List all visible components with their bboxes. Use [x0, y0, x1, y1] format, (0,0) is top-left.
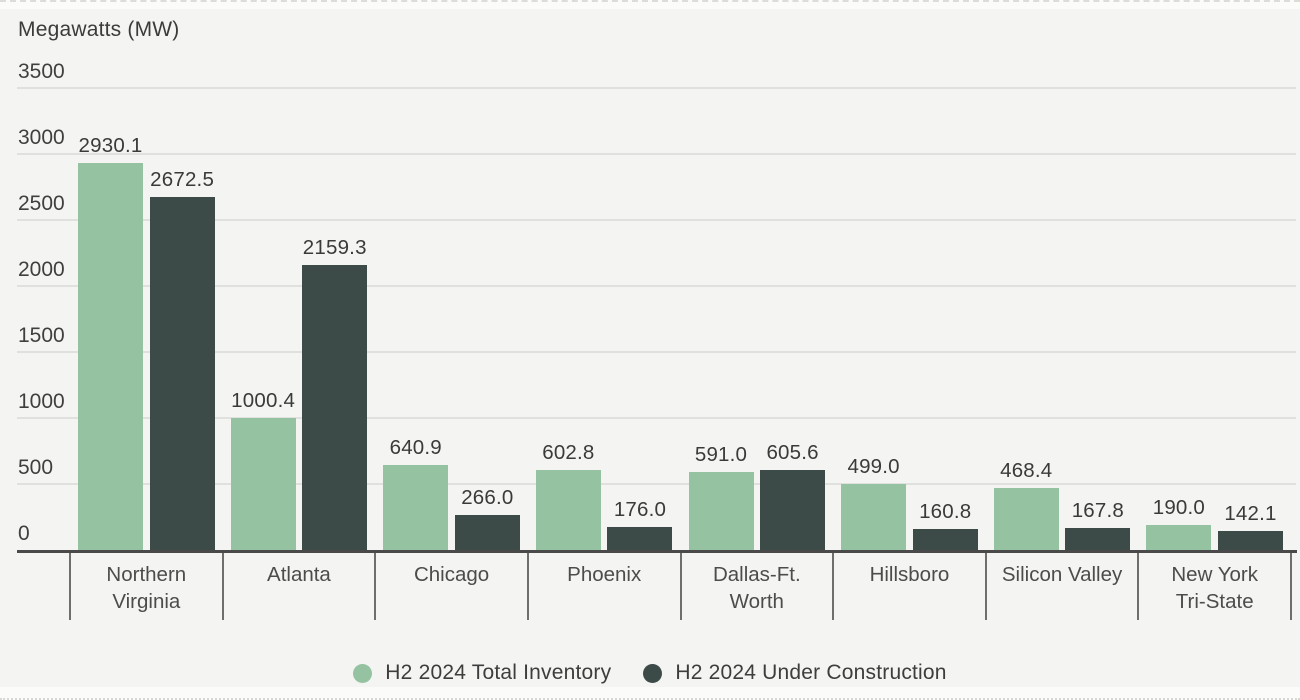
bar-inventory-4 — [535, 470, 601, 550]
value-label-inventory-8: 190.0 — [1152, 495, 1206, 519]
value-label-construction-8: 142.1 — [1224, 502, 1277, 526]
legend-item-under-construction: H2 2024 Under Construction — [643, 661, 946, 685]
bar-inventory-7 — [993, 488, 1059, 550]
value-label-inventory-2: 1000.4 — [231, 388, 296, 412]
gridline-500 — [17, 483, 1296, 485]
x-axis-tick-4 — [679, 553, 682, 620]
bar-inventory-2 — [230, 417, 296, 550]
x-category-label-4: Phoenix — [567, 563, 642, 586]
bar-construction-3 — [454, 514, 520, 550]
legend-swatch-total-inventory — [353, 663, 373, 683]
y-tick-label-0: 0 — [18, 522, 30, 545]
y-tick-label-2000: 2000 — [18, 258, 65, 281]
x-category-label-5: Dallas-Ft. Worth — [712, 563, 801, 613]
x-axis-tick-0 — [69, 553, 71, 620]
x-axis-tick-8 — [1290, 553, 1292, 620]
value-label-construction-1: 2672.5 — [150, 168, 215, 192]
x-category-label-8: New York Tri-State — [1171, 563, 1258, 613]
gridline-2500 — [17, 219, 1296, 221]
value-label-construction-4: 176.0 — [613, 497, 667, 521]
legend-label-total-inventory: H2 2024 Total Inventory — [385, 661, 612, 684]
legend-label-under-construction: H2 2024 Under Construction — [675, 661, 947, 684]
bar-construction-2 — [302, 264, 368, 550]
gridline-2000 — [17, 285, 1296, 287]
bar-construction-7 — [1065, 527, 1131, 550]
bottom-edge-strip — [0, 687, 1300, 700]
y-tick-label-3000: 3000 — [18, 126, 65, 149]
x-category-label-1: Northern Virginia — [106, 563, 187, 613]
value-label-construction-5: 605.6 — [766, 441, 819, 465]
gridline-1000 — [17, 417, 1296, 419]
bar-inventory-3 — [383, 465, 449, 550]
x-axis-tick-7 — [1137, 553, 1140, 620]
bar-inventory-5 — [688, 471, 754, 550]
x-axis-line — [17, 550, 1297, 553]
value-label-inventory-7: 468.4 — [1000, 459, 1053, 483]
x-category-label-2: Atlanta — [267, 563, 331, 586]
value-label-inventory-5: 591.0 — [694, 442, 748, 466]
x-axis-tick-1 — [221, 553, 224, 620]
chart-legend: H2 2024 Total Inventory H2 2024 Under Co… — [0, 659, 1300, 687]
gridline-1500 — [17, 351, 1296, 353]
x-category-label-7: Silicon Valley — [1001, 563, 1123, 586]
y-tick-label-1000: 1000 — [18, 390, 65, 413]
x-axis-tick-5 — [832, 553, 835, 620]
value-label-construction-3: 266.0 — [461, 485, 514, 509]
bar-construction-6 — [912, 528, 978, 550]
bar-inventory-1 — [78, 163, 143, 550]
y-axis-title: Megawatts (MW) — [18, 18, 180, 41]
legend-item-total-inventory: H2 2024 Total Inventory — [353, 661, 611, 685]
top-edge-strip — [0, 0, 1300, 9]
x-axis-tick-3 — [526, 553, 529, 620]
bar-construction-5 — [760, 470, 826, 550]
x-axis-tick-6 — [984, 553, 987, 620]
x-category-label-6: Hillsboro — [869, 563, 950, 586]
value-label-inventory-3: 640.9 — [389, 436, 442, 460]
y-tick-label-2500: 2500 — [18, 192, 65, 215]
legend-swatch-under-construction — [643, 663, 663, 683]
x-axis-tick-2 — [374, 553, 377, 620]
bar-inventory-6 — [841, 484, 907, 550]
x-category-label-3: Chicago — [413, 563, 490, 586]
bar-construction-4 — [607, 526, 673, 550]
value-label-inventory-4: 602.8 — [542, 441, 595, 465]
value-label-inventory-1: 2930.1 — [78, 134, 143, 158]
value-label-inventory-6: 499.0 — [847, 455, 900, 479]
bar-construction-1 — [149, 197, 215, 550]
bar-inventory-8 — [1146, 524, 1212, 550]
y-tick-label-500: 500 — [18, 456, 54, 479]
y-tick-label-3500: 3500 — [18, 60, 65, 83]
gridline-3500 — [17, 87, 1296, 89]
y-tick-label-1500: 1500 — [18, 324, 65, 347]
value-label-construction-6: 160.8 — [919, 499, 972, 523]
value-label-construction-7: 167.8 — [1071, 498, 1124, 522]
gridline-3000 — [17, 153, 1296, 155]
bar-construction-8 — [1217, 531, 1283, 550]
value-label-construction-2: 2159.3 — [302, 235, 367, 259]
